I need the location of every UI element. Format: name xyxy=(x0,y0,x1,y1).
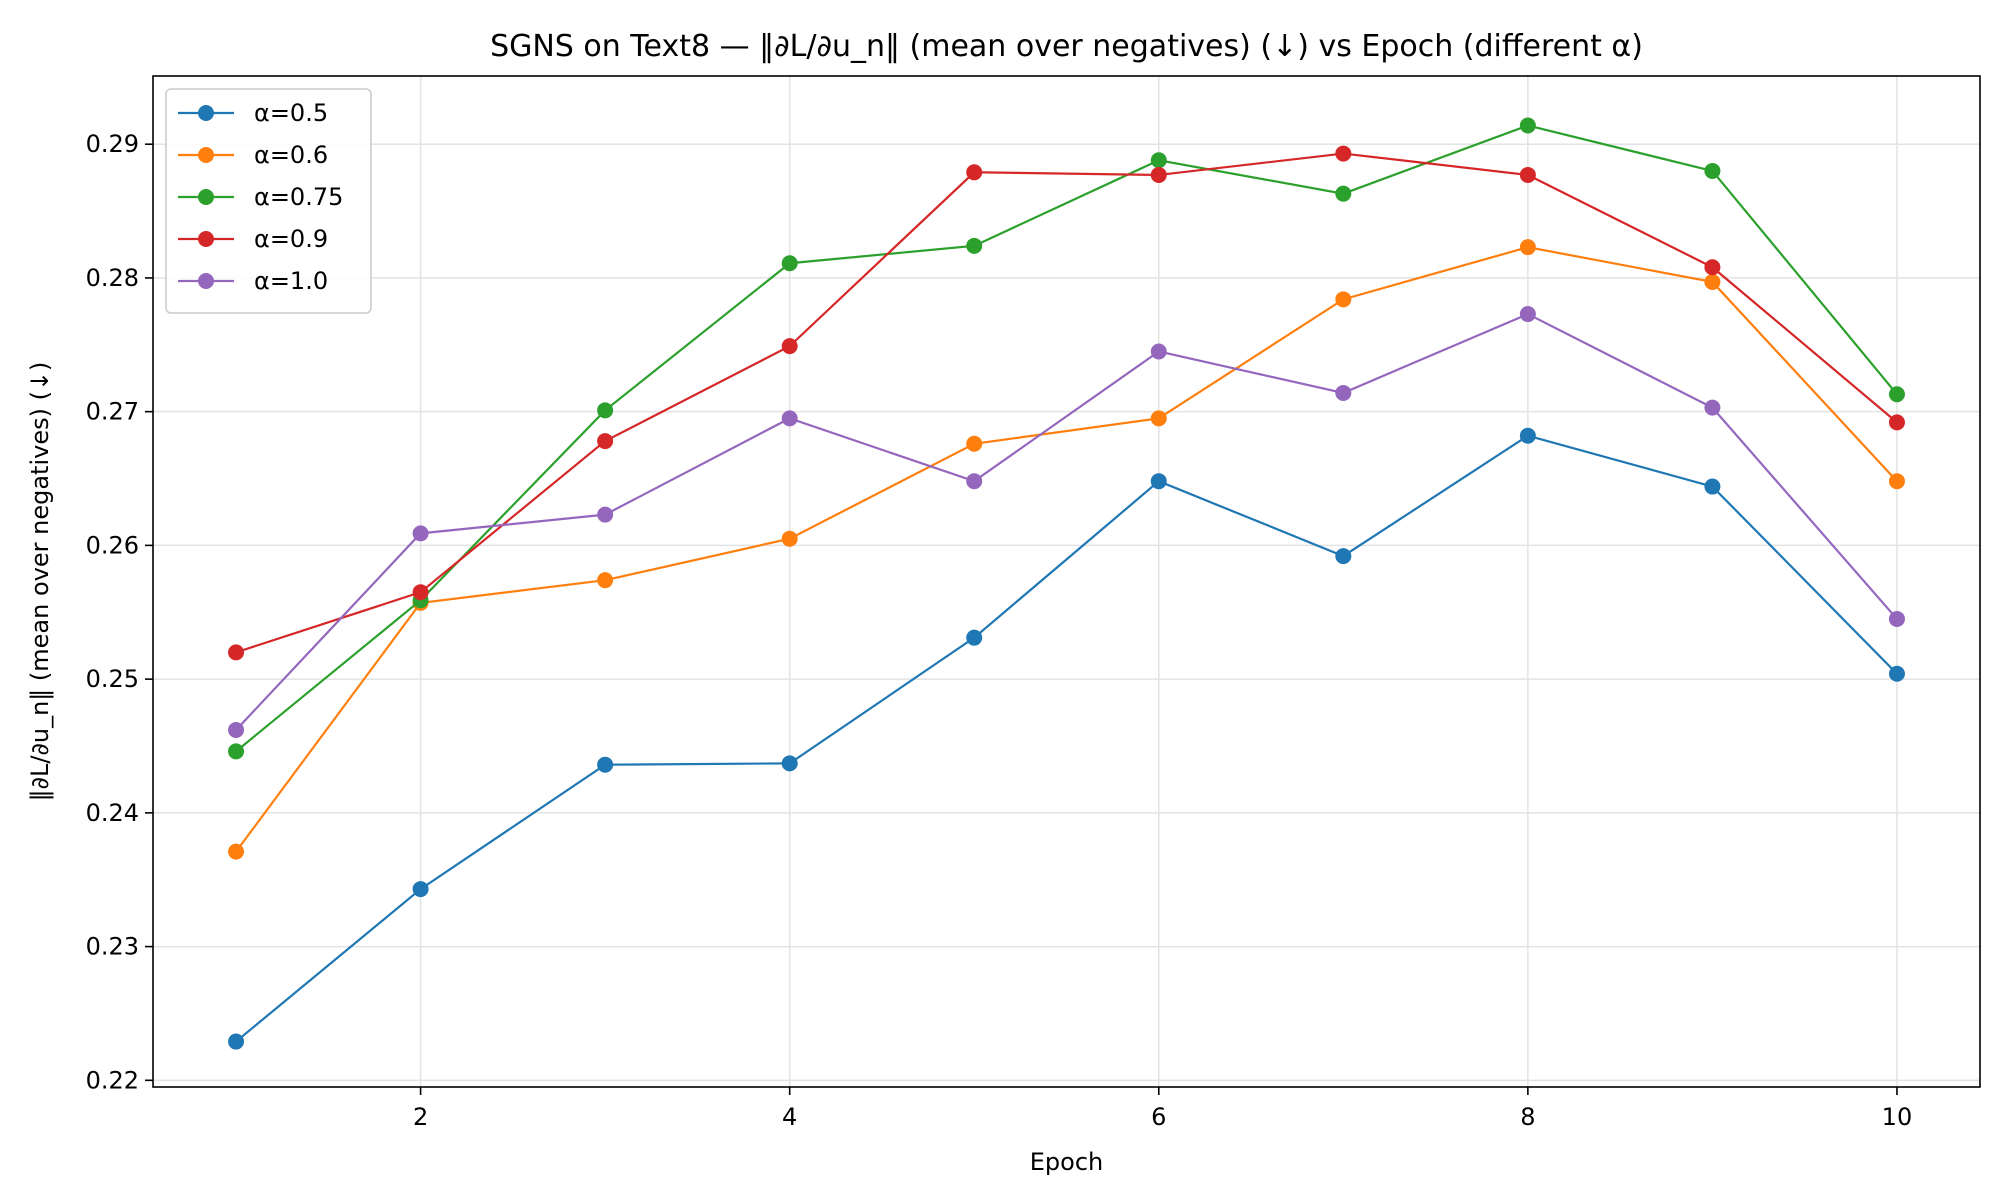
data-point xyxy=(597,756,614,773)
data-point xyxy=(1704,162,1721,179)
legend-marker xyxy=(198,273,214,289)
series-1 xyxy=(228,427,1905,1050)
data-point xyxy=(1704,399,1721,416)
data-point xyxy=(1519,306,1536,323)
grid-layer xyxy=(153,76,1980,1087)
legend-label: α=0.75 xyxy=(254,183,343,211)
y-tick-label: 0.24 xyxy=(86,799,139,827)
data-point xyxy=(966,473,983,490)
data-point xyxy=(1888,414,1905,431)
data-point xyxy=(781,255,798,272)
series-layer xyxy=(228,117,1905,1050)
data-point xyxy=(1888,665,1905,682)
legend-label: α=0.5 xyxy=(254,99,328,127)
chart-title: SGNS on Text8 — ‖∂L/∂u_n‖ (mean over neg… xyxy=(490,29,1643,64)
data-point xyxy=(597,433,614,450)
series-line xyxy=(235,124,1898,753)
data-point xyxy=(1519,427,1536,444)
data-point xyxy=(1335,145,1352,162)
y-tick-label: 0.26 xyxy=(86,531,139,559)
data-point xyxy=(1519,117,1536,134)
ticks-layer: 2 4 6 8 10 0.22 0.23 0.24 0.25 0.26 0.27 0.28 0.29 xyxy=(86,130,1913,1131)
series-5 xyxy=(228,306,1905,738)
data-point xyxy=(597,572,614,589)
data-point xyxy=(228,743,245,760)
y-tick-label: 0.27 xyxy=(86,398,139,426)
data-point xyxy=(966,164,983,181)
series-4 xyxy=(228,145,1905,661)
legend-item: α=0.75 xyxy=(178,183,343,211)
legend-label: α=0.9 xyxy=(254,225,328,253)
data-point xyxy=(597,402,614,419)
data-point xyxy=(781,530,798,547)
legend-item: α=0.5 xyxy=(178,99,328,127)
data-point xyxy=(228,721,245,738)
x-tick-label: 8 xyxy=(1520,1103,1535,1131)
data-point xyxy=(1335,548,1352,565)
data-point xyxy=(1150,473,1167,490)
data-point xyxy=(1335,185,1352,202)
data-point xyxy=(1888,473,1905,490)
data-point xyxy=(228,1033,245,1050)
series-line xyxy=(235,152,1898,654)
series-line xyxy=(235,312,1898,731)
y-tick-label: 0.22 xyxy=(86,1066,139,1094)
data-point xyxy=(1150,343,1167,360)
data-point xyxy=(228,843,245,860)
data-point xyxy=(1519,239,1536,256)
data-point xyxy=(966,237,983,254)
plot-frame xyxy=(152,75,1981,1088)
data-point xyxy=(412,881,429,898)
data-point xyxy=(1335,291,1352,308)
y-axis-label: ‖∂L/∂u_n‖ (mean over negatives) (↓) xyxy=(26,362,54,802)
legend-label: α=1.0 xyxy=(254,267,328,295)
legend-item: α=1.0 xyxy=(178,267,328,295)
y-tick-label: 0.29 xyxy=(86,130,139,158)
x-axis-label: Epoch xyxy=(1030,1148,1104,1176)
legend: α=0.5 α=0.6 α=0.75 α=0.9 α=1.0 xyxy=(165,88,372,314)
y-tick-label: 0.23 xyxy=(86,933,139,961)
x-tick-label: 2 xyxy=(413,1103,428,1131)
x-tick-label: 4 xyxy=(782,1103,797,1131)
data-point xyxy=(966,435,983,452)
x-tick-label: 10 xyxy=(1882,1103,1913,1131)
legend-marker xyxy=(198,231,214,247)
data-point xyxy=(1519,166,1536,183)
data-point xyxy=(781,410,798,427)
legend-marker xyxy=(198,147,214,163)
data-point xyxy=(1150,166,1167,183)
x-tick-label: 6 xyxy=(1151,1103,1166,1131)
series-3 xyxy=(228,117,1905,760)
legend-box xyxy=(165,88,372,314)
data-point xyxy=(1704,273,1721,290)
data-point xyxy=(781,338,798,355)
data-point xyxy=(597,506,614,523)
y-tick-label: 0.25 xyxy=(86,665,139,693)
data-point xyxy=(1150,410,1167,427)
legend-item: α=0.9 xyxy=(178,225,328,253)
legend-item: α=0.6 xyxy=(178,141,328,169)
data-point xyxy=(412,584,429,601)
series-line xyxy=(235,246,1898,853)
data-point xyxy=(966,629,983,646)
legend-marker xyxy=(198,105,214,121)
data-point xyxy=(1704,478,1721,495)
data-point xyxy=(1888,610,1905,627)
data-point xyxy=(412,525,429,542)
data-point xyxy=(1888,386,1905,403)
data-point xyxy=(781,755,798,772)
data-point xyxy=(1335,384,1352,401)
legend-marker xyxy=(198,189,214,205)
y-tick-label: 0.28 xyxy=(86,264,139,292)
series-line xyxy=(235,434,1898,1043)
legend-label: α=0.6 xyxy=(254,141,328,169)
data-point xyxy=(228,644,245,661)
data-point xyxy=(1150,152,1167,169)
data-point xyxy=(1704,259,1721,276)
